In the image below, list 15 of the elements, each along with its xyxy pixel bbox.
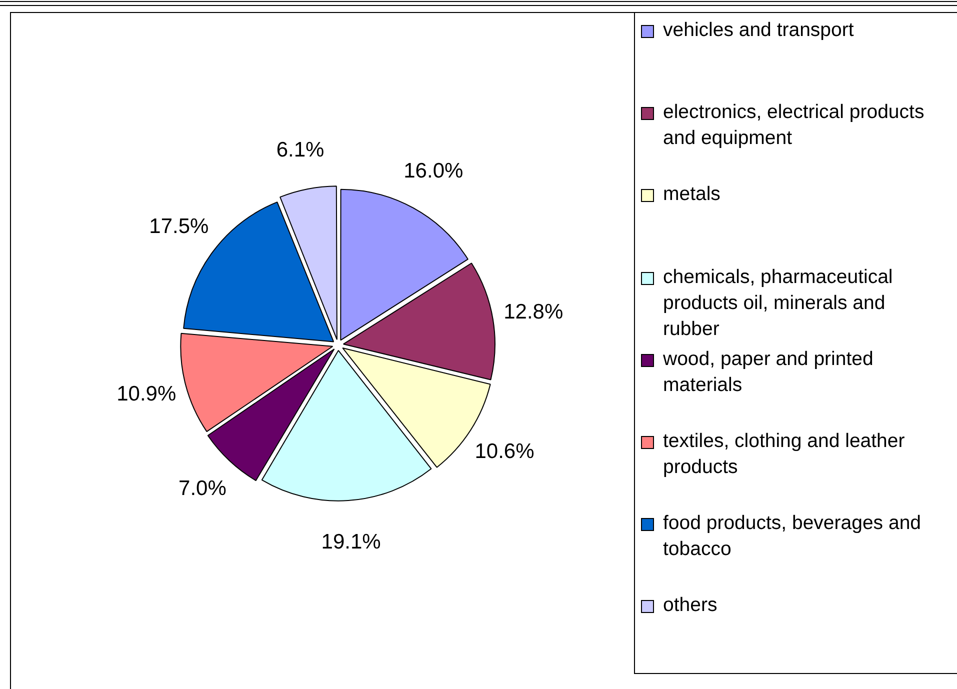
data-label: 16.0% [404,159,464,182]
legend-label: metals [663,182,722,208]
data-label: 12.8% [504,300,564,324]
legend-label: wood, paper and printed materials [663,346,874,398]
legend-label: food products, beverages and tobacco [663,511,922,562]
data-label: 10.6% [474,440,534,463]
legend-label: textiles, clothing and leather products [663,429,906,480]
legend-label: electronics, electrical products and equipment [663,100,926,152]
legend-label: vehicles and transport [663,18,855,43]
data-label: 10.9% [116,382,176,406]
legend-label: others [663,593,718,618]
data-label: 19.1% [321,530,381,554]
data-label: 6.1% [276,138,324,162]
data-label: 17.5% [149,214,209,238]
data-label: 7.0% [178,477,226,500]
